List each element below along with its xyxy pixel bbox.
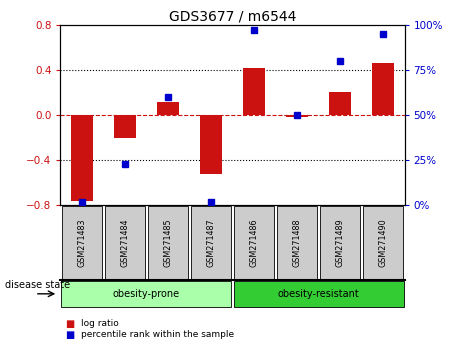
Bar <box>329 92 351 115</box>
Bar <box>114 115 136 138</box>
Text: disease state: disease state <box>5 280 70 290</box>
Text: GSM271484: GSM271484 <box>120 218 129 267</box>
Text: ■: ■ <box>65 330 74 339</box>
Title: GDS3677 / m6544: GDS3677 / m6544 <box>169 10 296 24</box>
Bar <box>234 206 274 279</box>
Bar <box>191 206 231 279</box>
Bar <box>277 206 317 279</box>
Bar <box>61 281 232 307</box>
Bar <box>62 206 102 279</box>
Text: GSM271489: GSM271489 <box>336 218 345 267</box>
Text: GSM271487: GSM271487 <box>206 218 215 267</box>
Text: GSM271488: GSM271488 <box>292 218 301 267</box>
Text: percentile rank within the sample: percentile rank within the sample <box>81 330 234 339</box>
Text: GSM271485: GSM271485 <box>164 218 173 267</box>
Bar <box>286 115 308 117</box>
Bar <box>157 102 179 115</box>
Text: obesity-prone: obesity-prone <box>113 289 180 299</box>
Text: GSM271490: GSM271490 <box>379 218 387 267</box>
Bar <box>363 206 403 279</box>
Bar <box>233 281 404 307</box>
Text: GSM271483: GSM271483 <box>78 218 86 267</box>
Text: GSM271486: GSM271486 <box>250 218 259 267</box>
Bar <box>372 63 394 115</box>
Bar <box>200 115 222 174</box>
Bar <box>320 206 360 279</box>
Text: ■: ■ <box>65 319 74 329</box>
Text: obesity-resistant: obesity-resistant <box>278 289 359 299</box>
Bar <box>148 206 188 279</box>
Bar <box>105 206 145 279</box>
Text: log ratio: log ratio <box>81 319 119 329</box>
Bar <box>243 68 265 115</box>
Bar <box>71 115 93 201</box>
